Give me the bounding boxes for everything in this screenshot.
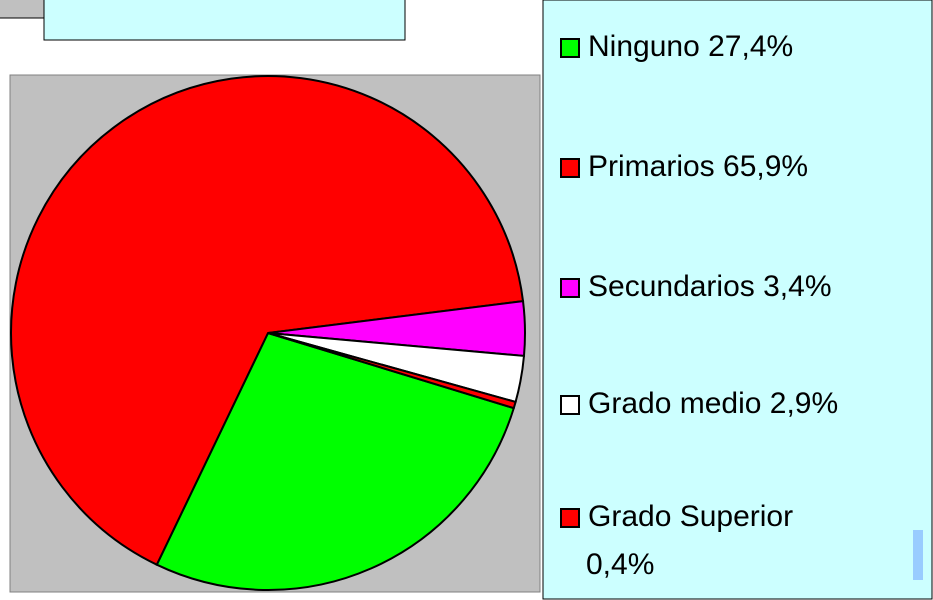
legend-swatch: [560, 395, 580, 415]
legend-swatch: [560, 278, 580, 298]
header-tab: [0, 0, 45, 19]
scroll-marker: [913, 530, 923, 580]
pie-slice: [10, 75, 525, 567]
legend-label: Primarios 65,9%: [588, 150, 808, 183]
legend-swatch: [560, 508, 580, 528]
legend-value: 65,9%: [723, 150, 808, 183]
legend-category: Grado Superior: [588, 500, 793, 533]
legend-swatch: [560, 38, 580, 58]
legend-label: Grado medio 2,9%: [588, 387, 838, 420]
legend-value: 3,4%: [763, 270, 831, 303]
legend-label: Grado Superior 0,4%: [586, 500, 793, 581]
legend-box: [542, 0, 933, 600]
legend-category: Ninguno: [588, 30, 700, 63]
legend-value: 27,4%: [708, 30, 793, 63]
legend-category: Primarios: [588, 150, 715, 183]
legend-label: Secundarios 3,4%: [588, 270, 832, 303]
pie-slice: [155, 331, 516, 591]
legend-label: Ninguno 27,4%: [588, 30, 793, 63]
legend-value: 2,9%: [770, 387, 838, 420]
legend-value: 0,4%: [586, 548, 654, 581]
legend-category: Grado medio: [588, 387, 761, 420]
legend-category: Secundarios: [588, 270, 755, 303]
pie-slice: [267, 332, 517, 410]
header-box: [43, 0, 406, 41]
legend-swatch: [560, 158, 580, 178]
